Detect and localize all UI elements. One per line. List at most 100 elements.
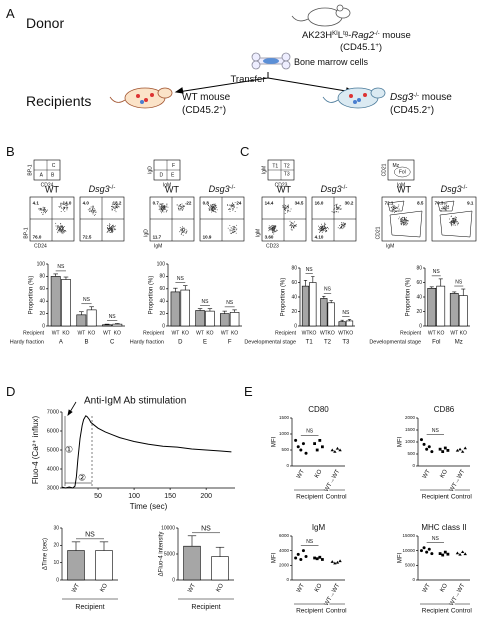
flow-dot <box>337 208 339 210</box>
data-point <box>455 551 460 555</box>
flow-dot <box>183 228 185 230</box>
gate-percent: 18.2 <box>113 200 122 205</box>
bar <box>229 312 240 327</box>
flow-dot <box>447 207 449 209</box>
flow-dot <box>404 218 406 220</box>
bar <box>195 310 205 327</box>
y-tick-label: 80 <box>39 274 45 280</box>
flow-dot <box>446 202 448 204</box>
flow-dot <box>294 221 296 223</box>
bar <box>205 310 215 327</box>
gate-percent: 9.1 <box>467 200 474 205</box>
data-point <box>427 445 431 449</box>
flow-dot <box>229 204 231 206</box>
flow-dot <box>395 206 397 208</box>
y-axis-label: MFI <box>398 553 404 564</box>
group-label: Control <box>451 608 473 615</box>
group-label: Recipient <box>296 608 323 615</box>
data-point <box>318 555 322 559</box>
flow-dot <box>336 206 338 208</box>
flow-dot <box>94 209 96 211</box>
bar <box>427 287 437 327</box>
flow-dot <box>456 222 458 224</box>
flow-dot <box>337 206 339 208</box>
flow-dot <box>213 206 215 207</box>
x-tick-label: F <box>228 340 232 346</box>
flow-dot <box>181 208 183 210</box>
gate-label: D <box>159 172 163 178</box>
flow-dot <box>214 207 216 208</box>
flow-dot <box>163 208 165 210</box>
y-tick-label: 0 <box>286 463 289 468</box>
y-tick-label: 100 <box>157 261 166 267</box>
flow-dot <box>319 232 321 233</box>
flow-dot <box>116 204 118 206</box>
flow-dot <box>59 230 61 232</box>
flow-dot <box>160 204 162 206</box>
gate-label: Fol <box>399 169 406 175</box>
donor-label: Donor <box>26 15 64 31</box>
flow-dot <box>268 227 270 229</box>
flow-dot <box>391 209 393 211</box>
flow-dot <box>108 230 110 232</box>
flow-dot <box>234 211 236 212</box>
flow-dot <box>232 209 234 211</box>
y-tick-label: 40 <box>159 299 165 305</box>
bar-label: WT <box>338 330 346 336</box>
flow-dot <box>180 230 182 232</box>
flow-dot <box>117 204 119 206</box>
bar <box>327 302 335 327</box>
flow-dot <box>292 222 294 224</box>
y-tick-label: 1500 <box>405 427 416 432</box>
flow-dot <box>230 205 232 207</box>
y-axis-label: ΔTime (sec) <box>43 538 49 570</box>
y-axis-label: Fluo-4 (Ca²⁺ influx) <box>31 416 40 485</box>
flow-axis-label: CD21 <box>375 226 381 239</box>
flow-dot <box>456 224 458 226</box>
data-point <box>455 448 460 452</box>
flow-dot <box>290 225 292 226</box>
flow-dot <box>340 221 342 223</box>
row-label: Recipient <box>400 330 421 336</box>
marker-sup: + <box>375 43 379 49</box>
gate-axis-label: CD23 <box>275 182 288 188</box>
flow-dot <box>400 222 402 224</box>
flow-dot <box>337 207 339 208</box>
flow-dot <box>271 230 273 232</box>
flow-dot <box>216 206 218 208</box>
flow-dot <box>178 209 180 211</box>
flow-dot <box>212 205 213 207</box>
flow-dot <box>232 203 233 205</box>
bar <box>338 321 346 327</box>
flow-dot <box>400 218 402 220</box>
flow-dot <box>182 234 184 236</box>
flow-dot <box>107 231 108 233</box>
data-point <box>446 552 450 556</box>
group-label: Control <box>326 494 348 501</box>
strain-sup: tg <box>343 31 348 37</box>
flow-dot <box>451 220 453 222</box>
flow-dot <box>273 233 275 235</box>
donor-marker: (CD45.1+) <box>340 42 382 53</box>
flow-dot <box>179 209 181 211</box>
flow-dot <box>234 226 236 228</box>
flow-dot <box>334 212 336 214</box>
flow-dot <box>324 226 326 228</box>
group-label: Recipient <box>422 608 449 615</box>
y-tick-label: 20 <box>53 543 59 549</box>
flow-dot <box>452 224 454 226</box>
y-axis-label: MFI <box>272 437 278 448</box>
row-label: Recipient <box>23 330 44 336</box>
flow-dot <box>445 207 447 209</box>
flow-dot <box>404 223 406 224</box>
flow-dot <box>179 209 181 211</box>
bar-label: WT <box>77 330 85 336</box>
flow-dot <box>236 228 238 230</box>
flow-dot <box>208 206 210 208</box>
flow-dot <box>57 231 59 233</box>
flow-dot <box>453 224 455 226</box>
x-tick-label: WT→WT <box>449 468 467 493</box>
data-point <box>299 448 303 452</box>
x-tick-label: WT <box>71 582 81 593</box>
flow-dot <box>182 227 183 229</box>
